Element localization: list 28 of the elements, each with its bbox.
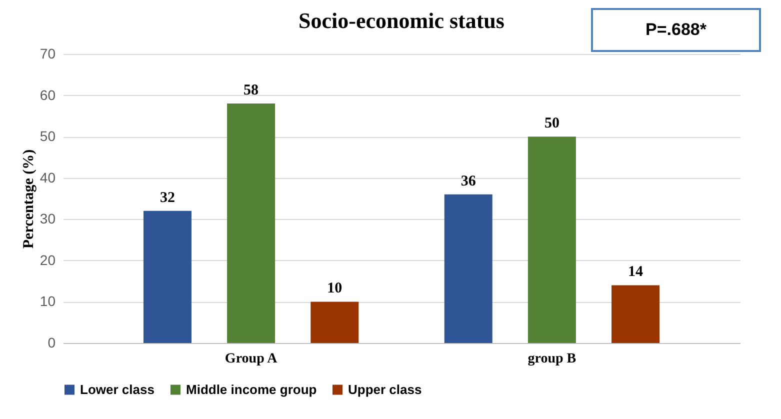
legend-label: Upper class xyxy=(348,382,422,397)
bar xyxy=(528,136,576,343)
y-tick-label: 0 xyxy=(48,334,56,350)
data-label: 10 xyxy=(327,280,342,297)
bar xyxy=(227,104,276,343)
chart-title: Socio-economic status xyxy=(298,8,505,33)
y-axis-title: Percentage (%) xyxy=(20,149,37,249)
bar xyxy=(310,302,359,343)
bar xyxy=(444,194,492,343)
data-label: 50 xyxy=(544,116,560,132)
legend-label: Lower class xyxy=(80,382,154,397)
data-label: 36 xyxy=(460,173,476,190)
y-tick-label: 40 xyxy=(40,169,56,186)
bar xyxy=(612,285,660,343)
x-tick-label: group B xyxy=(528,352,576,366)
data-label: 14 xyxy=(628,264,644,280)
y-tick-label: 30 xyxy=(40,210,56,227)
text: P=.688* xyxy=(591,8,761,52)
y-tick-label: 20 xyxy=(40,252,56,268)
y-tick-label: 60 xyxy=(40,86,56,103)
y-tick-label: 10 xyxy=(40,293,56,310)
bar xyxy=(143,210,192,343)
y-tick-label: 50 xyxy=(40,128,56,144)
y-tick-label: 70 xyxy=(40,46,56,62)
x-tick-label: Group A xyxy=(224,352,278,366)
data-label: 32 xyxy=(160,190,175,206)
legend-label: Middle income group xyxy=(186,382,317,397)
data-label: 58 xyxy=(244,82,259,99)
